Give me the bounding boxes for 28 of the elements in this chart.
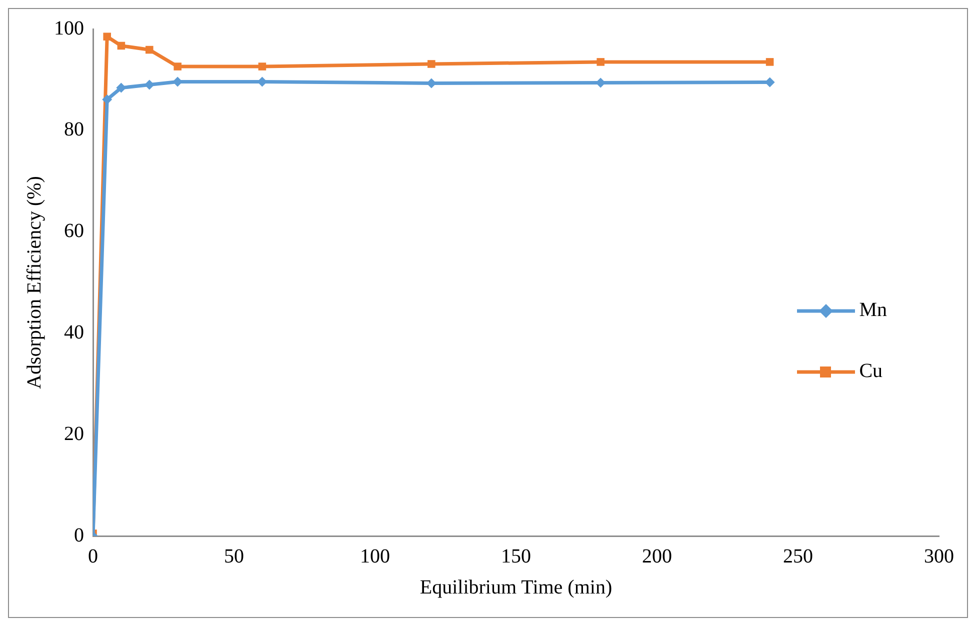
y-tick-label: 60 <box>64 220 84 242</box>
point <box>146 46 154 54</box>
point <box>174 62 182 70</box>
point <box>117 42 126 50</box>
y-tick-label: 20 <box>64 422 84 445</box>
x-tick-label: 300 <box>924 545 954 568</box>
legend-label: Mn <box>859 299 887 322</box>
x-tick-label: 200 <box>642 545 672 568</box>
point <box>144 80 154 90</box>
y-tick-label: 80 <box>64 118 84 141</box>
x-tick-label: 150 <box>501 545 531 568</box>
x-tick-label: 0 <box>88 545 98 568</box>
point <box>766 58 774 66</box>
x-tick-label: 50 <box>224 545 244 568</box>
point <box>103 32 111 40</box>
x-tick-label: 100 <box>360 545 390 568</box>
y-tick-label: 0 <box>74 524 84 546</box>
point <box>116 82 126 93</box>
y-axis-title: Adsorption Efficiency (%) <box>23 176 46 389</box>
point <box>102 94 112 104</box>
y-tick-label: 40 <box>64 321 84 344</box>
point <box>428 60 436 68</box>
point <box>258 62 266 70</box>
legend-label: Cu <box>859 360 883 383</box>
x-axis-title: Equilibrium Time (min) <box>420 576 612 598</box>
point <box>596 58 604 66</box>
x-tick-label: 250 <box>783 545 813 568</box>
y-tick-label: 100 <box>54 17 84 40</box>
